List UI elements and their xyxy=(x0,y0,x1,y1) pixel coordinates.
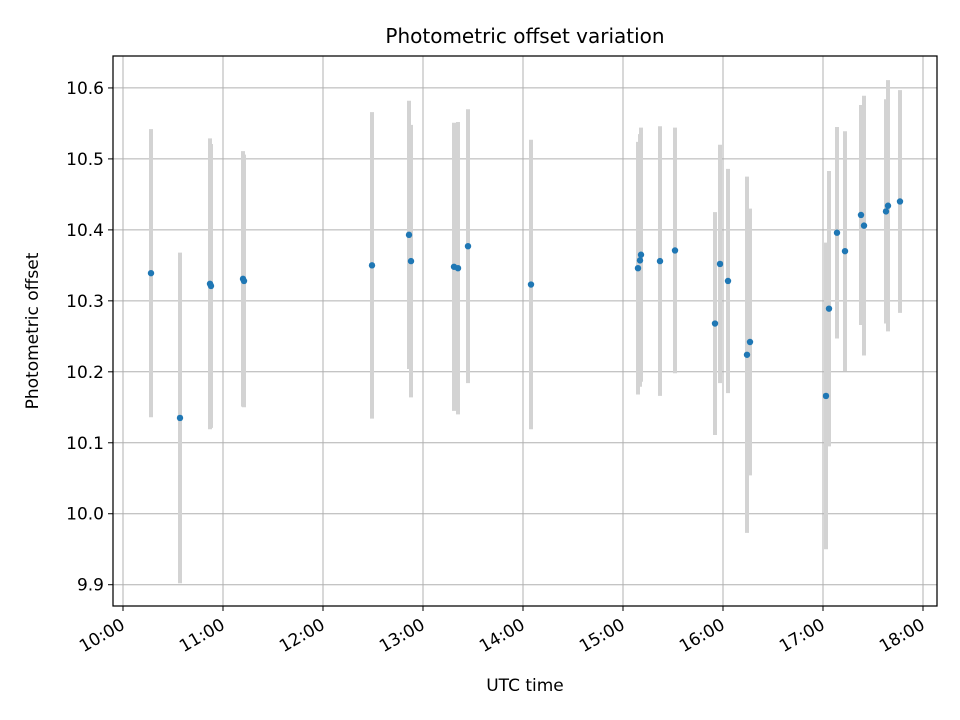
data-point xyxy=(822,392,830,400)
data-point xyxy=(825,305,833,312)
y-tick-label: 10.6 xyxy=(66,79,104,99)
data-point xyxy=(636,257,644,264)
y-axis-ticks: 9.9 10.0 10.1 10.2 10.3 10.4 10.5 10.6 xyxy=(66,79,113,596)
data-point xyxy=(743,351,751,358)
plot-frame xyxy=(112,55,938,607)
data-points xyxy=(147,198,904,422)
y-tick-label: 10.2 xyxy=(66,363,104,383)
data-point xyxy=(841,247,849,255)
data-point xyxy=(454,264,462,272)
data-point xyxy=(527,281,535,288)
y-tick-label: 10.1 xyxy=(66,434,104,454)
y-tick-label: 10.5 xyxy=(66,150,104,170)
data-point xyxy=(637,251,645,258)
data-point xyxy=(240,277,248,285)
data-point xyxy=(207,282,215,290)
data-point xyxy=(746,338,754,346)
data-point xyxy=(896,198,904,205)
y-axis-label: Photometric offset xyxy=(23,252,43,409)
data-point xyxy=(716,260,724,268)
data-point xyxy=(671,247,679,254)
chart-title: Photometric offset variation xyxy=(385,24,664,48)
data-point xyxy=(833,229,841,236)
y-tick-label: 10.0 xyxy=(66,505,104,525)
data-point xyxy=(656,257,664,265)
data-point xyxy=(882,208,890,215)
y-tick-label: 10.4 xyxy=(66,221,104,241)
data-point xyxy=(147,269,155,277)
data-point xyxy=(464,242,472,250)
data-point xyxy=(860,222,868,229)
x-axis-label: UTC time xyxy=(486,676,564,696)
data-point xyxy=(724,277,732,285)
data-point xyxy=(634,264,642,272)
data-point xyxy=(368,262,376,269)
data-point xyxy=(407,257,415,265)
y-tick-label: 9.9 xyxy=(77,576,104,596)
data-point xyxy=(857,211,865,219)
y-tick-label: 10.3 xyxy=(66,292,104,312)
data-point xyxy=(711,320,719,327)
data-point xyxy=(405,231,413,239)
data-point xyxy=(176,414,184,422)
data-point xyxy=(884,202,892,209)
grid-lines xyxy=(113,56,937,606)
